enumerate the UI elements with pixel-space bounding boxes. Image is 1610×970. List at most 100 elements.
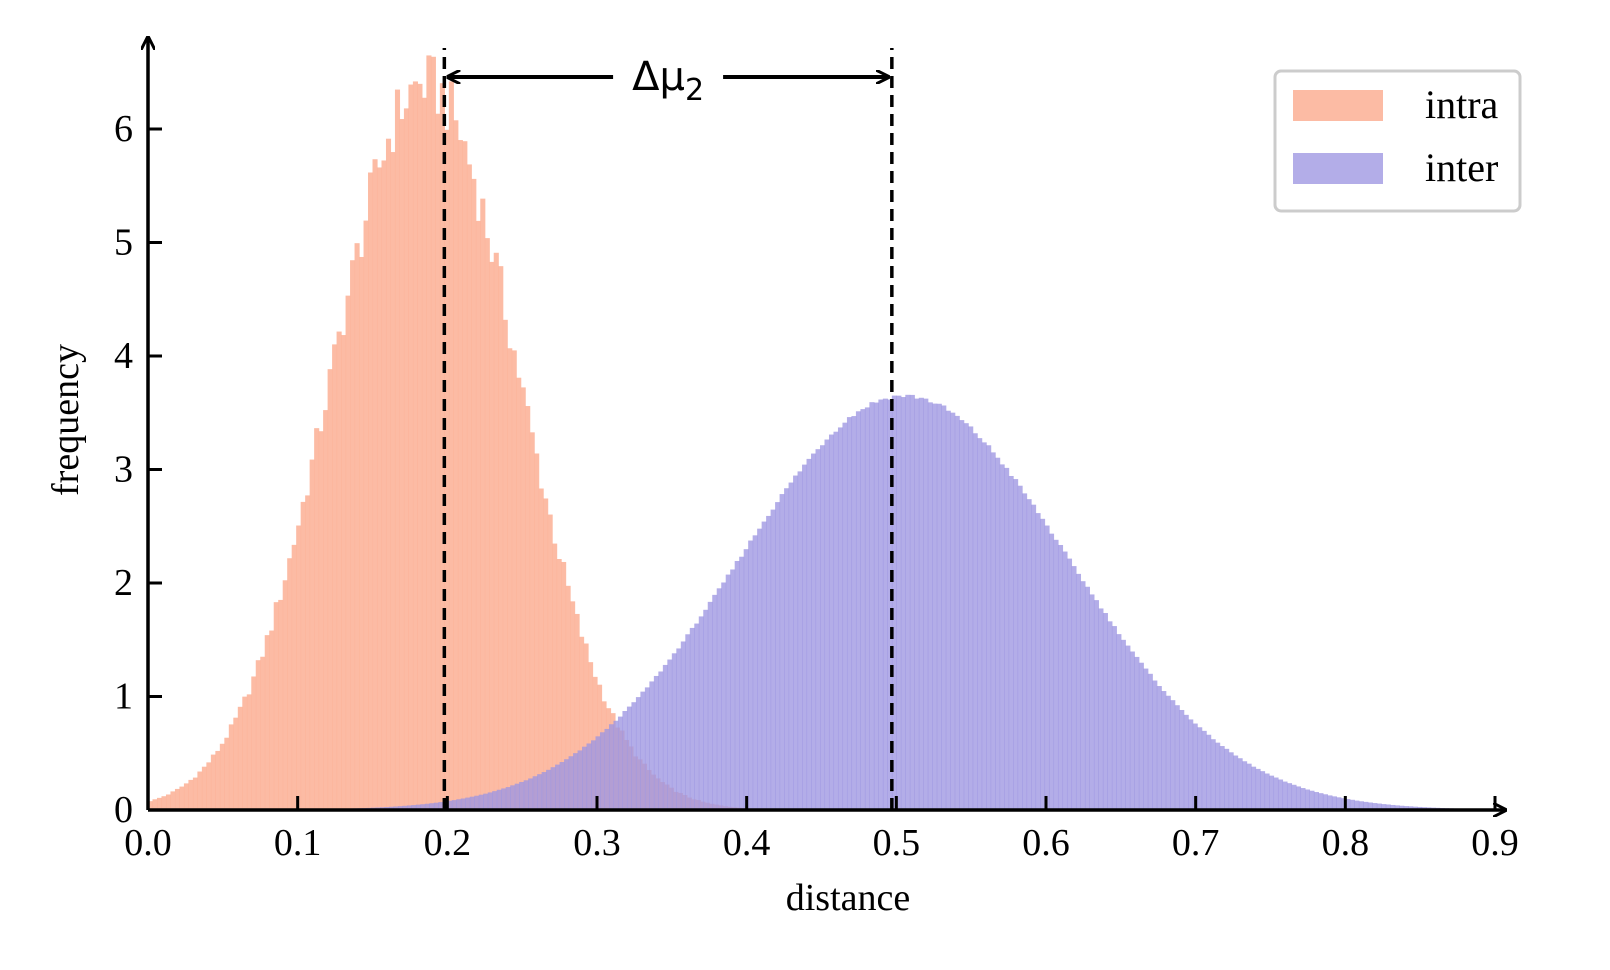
bar-intra (260, 656, 266, 810)
x-tick-label: 0.2 (424, 822, 472, 864)
bar-intra (318, 431, 324, 810)
bar-inter (685, 634, 691, 810)
bar-inter (1340, 798, 1346, 810)
bar-inter (770, 509, 776, 810)
bar-intra (282, 580, 288, 810)
bar-intra (588, 662, 594, 810)
bar-inter (1242, 761, 1248, 810)
bar-intra (156, 797, 163, 810)
bar-inter (424, 803, 430, 810)
bar-intra (332, 344, 338, 810)
bar-inter (1098, 608, 1104, 810)
bar-inter (496, 789, 502, 810)
legend-label-intra: intra (1425, 82, 1499, 127)
bar-intra (498, 266, 504, 810)
bar-inter (429, 803, 435, 810)
bar-inter (501, 788, 507, 810)
y-tick-label: 6 (114, 108, 133, 150)
bar-intra (507, 348, 513, 810)
bar-inter (820, 445, 826, 810)
bar-inter (891, 395, 897, 810)
bar-intra (475, 220, 481, 810)
bar-inter (1251, 766, 1257, 810)
y-axis-label: frequency (45, 344, 87, 496)
bar-intra (368, 172, 374, 810)
bar-inter (743, 549, 749, 810)
bar-intra (179, 786, 185, 810)
bar-inter (1035, 513, 1041, 810)
bar-inter (806, 458, 812, 810)
bar-inter (591, 740, 597, 810)
bar-intra (224, 737, 230, 810)
bar-intra (314, 428, 320, 810)
bar-inter (460, 798, 466, 810)
bar-intra (529, 432, 535, 810)
bar-inter (815, 449, 821, 810)
bar-intra (165, 794, 172, 810)
bar-inter (582, 746, 588, 810)
bar-intra (291, 544, 297, 810)
bar-inter (846, 417, 853, 810)
bar-intra (161, 796, 167, 810)
bar-inter (833, 431, 839, 810)
bar-intra (561, 561, 567, 810)
bar-inter (604, 728, 610, 810)
bar-inter (1057, 544, 1064, 810)
bar-intra (417, 83, 423, 811)
bar-intra (579, 636, 585, 810)
bar-inter (599, 732, 606, 810)
bar-inter (1013, 479, 1019, 810)
bar-inter (537, 774, 543, 810)
bar-inter (918, 397, 924, 810)
bar-inter (797, 471, 803, 810)
bar-inter (1102, 613, 1108, 810)
histogram-bars (148, 55, 1472, 811)
x-tick-label: 0.0 (124, 822, 172, 864)
bar-inter (1273, 777, 1279, 810)
bar-inter (828, 434, 835, 810)
bar-inter (1322, 794, 1328, 810)
bar-inter (1075, 573, 1082, 810)
bar-inter (802, 464, 808, 810)
bar-intra (327, 369, 333, 810)
y-tick-label: 5 (114, 222, 133, 264)
bar-inter (689, 627, 695, 810)
bar-inter (963, 423, 969, 810)
bar-intra (381, 160, 387, 811)
bar-intra (448, 81, 454, 811)
bar-inter (1120, 639, 1126, 810)
bar-inter (1066, 558, 1073, 810)
bar-intra (439, 83, 445, 811)
bar-inter (1260, 771, 1266, 810)
bar-inter (1111, 626, 1117, 810)
bar-inter (1089, 594, 1095, 810)
bar-intra (206, 762, 212, 810)
bar-inter (1210, 739, 1216, 810)
bar-inter (860, 409, 866, 810)
bar-inter (492, 791, 498, 810)
x-tick-label: 0.8 (1322, 822, 1370, 864)
bar-inter (954, 415, 960, 810)
bar-intra (574, 613, 580, 810)
bar-inter (555, 764, 561, 810)
bar-intra (215, 750, 221, 810)
x-tick-label: 0.1 (274, 822, 322, 864)
bar-intra (237, 706, 243, 810)
bar-inter (577, 750, 583, 810)
bar-intra (233, 717, 239, 810)
bar-inter (837, 427, 844, 810)
bar-inter (1129, 651, 1135, 810)
bar-intra (300, 501, 306, 810)
bar-inter (927, 402, 933, 810)
bar-inter (1125, 645, 1131, 810)
bar-intra (246, 694, 252, 810)
bar-intra (278, 599, 284, 810)
bar-inter (411, 805, 417, 810)
bar-inter (1044, 525, 1050, 810)
bar-intra (242, 696, 248, 810)
bar-inter (402, 805, 408, 810)
bar-inter (483, 793, 489, 810)
bar-inter (420, 804, 426, 810)
bar-inter (698, 616, 704, 810)
